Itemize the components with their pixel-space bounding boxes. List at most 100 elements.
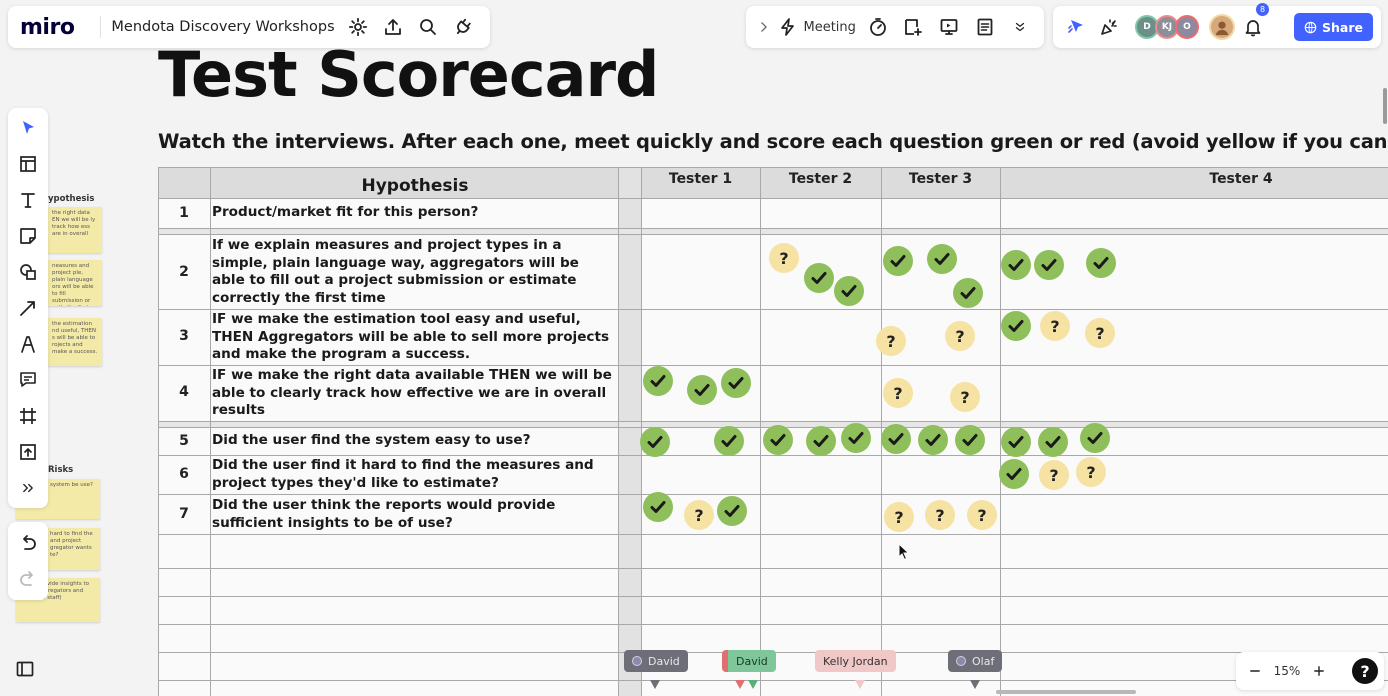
check-sticker[interactable] [834, 276, 864, 306]
zoom-in-icon[interactable] [1306, 653, 1332, 689]
collaborator-avatars[interactable]: D KJ O [1135, 15, 1199, 39]
check-sticker[interactable] [1038, 427, 1068, 457]
question-sticker[interactable]: ? [950, 382, 980, 412]
frame-icon[interactable] [8, 398, 48, 434]
chevron-double-down-icon[interactable] [1002, 9, 1038, 45]
check-sticker[interactable] [717, 496, 747, 526]
question-sticker[interactable]: ? [1039, 460, 1069, 490]
redo-icon[interactable] [8, 561, 48, 597]
settings-gear-icon[interactable] [341, 9, 376, 45]
check-sticker[interactable] [881, 424, 911, 454]
check-sticker[interactable] [953, 278, 983, 308]
checkmark-icon [1045, 436, 1061, 448]
checkmark-icon [647, 436, 663, 448]
check-sticker[interactable] [643, 366, 673, 396]
undo-icon[interactable] [8, 525, 48, 561]
cursor-pointer-icon [748, 680, 758, 689]
plug-integrations-icon[interactable] [445, 9, 480, 45]
checkmark-icon [813, 435, 829, 447]
meeting-button[interactable]: Meeting [803, 19, 856, 35]
sticky-note-icon[interactable] [8, 218, 48, 254]
select-cursor-icon[interactable] [8, 110, 48, 146]
question-sticker[interactable]: ? [925, 500, 955, 530]
question-sticker[interactable]: ? [883, 378, 913, 408]
board-name[interactable]: Mendota Discovery Workshops [111, 19, 335, 35]
hypothesis-text: If we explain measures and project types… [212, 237, 579, 306]
user-avatar[interactable] [1209, 14, 1235, 40]
templates-icon[interactable] [8, 146, 48, 182]
check-sticker[interactable] [999, 459, 1029, 489]
lightning-icon[interactable] [776, 9, 800, 45]
sticky-note-text: system be use? [50, 482, 93, 488]
collaborator-name: Kelly Jordan [823, 654, 888, 668]
zoom-level[interactable]: 15% [1273, 664, 1301, 678]
check-sticker[interactable] [927, 244, 957, 274]
check-sticker[interactable] [763, 425, 793, 455]
zoom-out-icon[interactable] [1242, 653, 1268, 689]
cursor-pointer-icon [735, 680, 745, 689]
reactions-celebrate-icon[interactable] [1093, 9, 1125, 45]
row-number: 4 [179, 384, 189, 400]
share-button[interactable]: Share [1294, 13, 1373, 41]
check-sticker[interactable] [883, 246, 913, 276]
check-sticker[interactable] [1086, 248, 1116, 278]
sticky-note[interactable]: the estimation nd useful, THEN s will be… [48, 318, 102, 366]
notes-icon[interactable] [967, 9, 1003, 45]
chevron-right-icon[interactable] [752, 9, 776, 45]
question-sticker[interactable]: ? [876, 326, 906, 356]
pen-draw-icon[interactable] [8, 326, 48, 362]
question-sticker[interactable]: ? [1085, 318, 1115, 348]
check-sticker[interactable] [1001, 311, 1031, 341]
check-sticker[interactable] [714, 426, 744, 456]
cursor-select-icon[interactable] [1061, 9, 1093, 45]
connection-line-icon[interactable] [8, 290, 48, 326]
help-button[interactable]: ? [1352, 658, 1378, 684]
checkmark-icon [1093, 257, 1109, 269]
check-sticker[interactable] [1034, 250, 1064, 280]
question-sticker[interactable]: ? [769, 243, 799, 273]
check-sticker[interactable] [918, 425, 948, 455]
text-tool-icon[interactable] [8, 182, 48, 218]
question-sticker[interactable]: ? [1040, 311, 1070, 341]
avatar[interactable]: O [1175, 15, 1199, 39]
sticky-note[interactable]: neasures and project ple, plain language… [48, 260, 102, 306]
check-sticker[interactable] [640, 427, 670, 457]
grid-line [641, 167, 642, 696]
sticky-note[interactable]: the right data EN we will be ly track ho… [48, 207, 102, 253]
question-sticker[interactable]: ? [945, 321, 975, 351]
sticky-note-add-icon[interactable] [896, 9, 932, 45]
notifications-bell-icon[interactable]: 8 [1235, 3, 1271, 45]
vertical-scrollbar[interactable] [1383, 88, 1387, 124]
comment-icon[interactable] [8, 362, 48, 398]
present-icon[interactable] [931, 9, 967, 45]
mouse-pointer-icon [898, 543, 910, 561]
timer-icon[interactable] [860, 9, 896, 45]
checkmark-icon [848, 432, 864, 444]
upload-export-icon[interactable] [375, 9, 410, 45]
check-sticker[interactable] [806, 426, 836, 456]
check-sticker[interactable] [687, 375, 717, 405]
miro-logo[interactable]: miro [20, 14, 75, 40]
check-sticker[interactable] [804, 263, 834, 293]
question-sticker[interactable]: ? [1076, 457, 1106, 487]
check-sticker[interactable] [955, 425, 985, 455]
question-sticker[interactable]: ? [967, 500, 997, 530]
check-sticker[interactable] [1001, 427, 1031, 457]
search-icon[interactable] [410, 9, 445, 45]
check-sticker[interactable] [1001, 250, 1031, 280]
check-sticker[interactable] [841, 423, 871, 453]
check-sticker[interactable] [721, 368, 751, 398]
question-sticker[interactable]: ? [884, 502, 914, 532]
hypothesis-text: Did the user find the system easy to use… [212, 432, 531, 448]
check-sticker[interactable] [643, 492, 673, 522]
question-sticker[interactable]: ? [684, 500, 714, 530]
cursor-pointer-icon [650, 680, 660, 689]
more-tools-chevron-icon[interactable] [8, 470, 48, 506]
upload-icon[interactable] [8, 434, 48, 470]
board-panel-toggle[interactable] [8, 652, 42, 686]
check-sticker[interactable] [1080, 423, 1110, 453]
horizontal-scrollbar[interactable] [996, 690, 1136, 694]
shapes-icon[interactable] [8, 254, 48, 290]
